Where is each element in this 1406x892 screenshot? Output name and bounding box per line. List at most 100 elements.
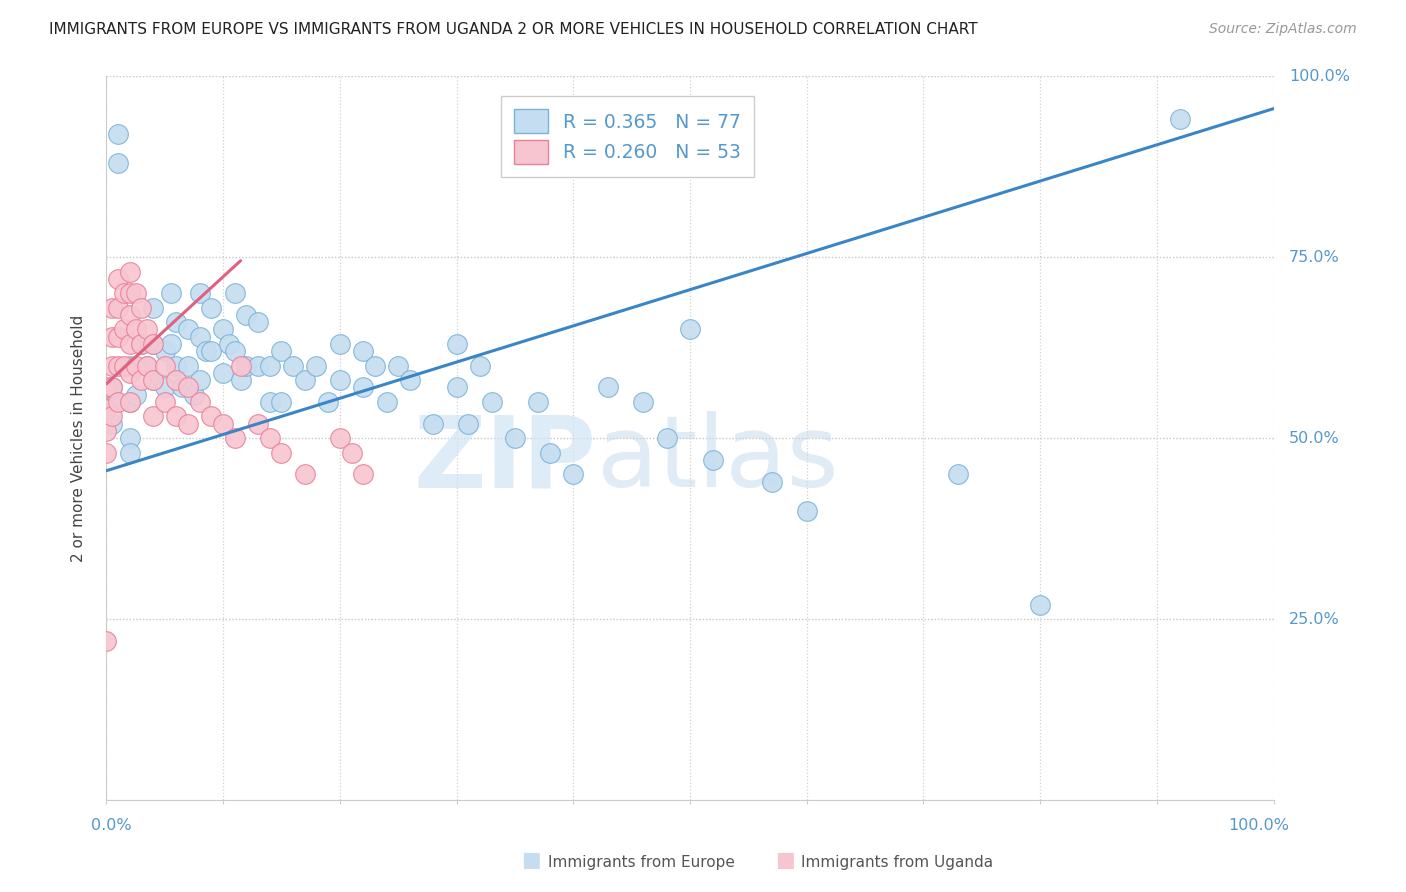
Point <box>562 467 585 482</box>
Point <box>224 344 246 359</box>
Point <box>270 445 292 459</box>
Text: 50.0%: 50.0% <box>1289 431 1340 446</box>
Point <box>259 395 281 409</box>
Point <box>96 445 118 459</box>
Point <box>131 373 153 387</box>
Point <box>188 330 211 344</box>
Point <box>316 395 339 409</box>
Point <box>212 366 235 380</box>
Point <box>112 359 135 373</box>
Point <box>118 337 141 351</box>
Point <box>224 286 246 301</box>
Point <box>399 373 422 387</box>
Point <box>101 380 124 394</box>
Point <box>96 634 118 648</box>
Point <box>159 337 181 351</box>
Point <box>229 373 252 387</box>
Point <box>142 373 165 387</box>
Point <box>101 330 124 344</box>
Point <box>655 431 678 445</box>
Point <box>247 417 270 431</box>
Text: 0.0%: 0.0% <box>91 818 132 833</box>
Text: Immigrants from Uganda: Immigrants from Uganda <box>801 855 994 870</box>
Point <box>200 344 222 359</box>
Point <box>131 337 153 351</box>
Point <box>107 272 129 286</box>
Point <box>172 380 194 394</box>
Point <box>1168 112 1191 127</box>
Point <box>235 308 257 322</box>
Point <box>270 395 292 409</box>
Point <box>142 409 165 424</box>
Point <box>124 322 146 336</box>
Point <box>153 380 176 394</box>
Text: ■: ■ <box>775 850 794 870</box>
Point <box>142 337 165 351</box>
Point <box>503 431 526 445</box>
Point <box>200 301 222 315</box>
Point <box>340 445 363 459</box>
Point <box>183 387 205 401</box>
Point <box>118 395 141 409</box>
Point <box>107 127 129 141</box>
Point <box>352 467 374 482</box>
Point <box>387 359 409 373</box>
Y-axis label: 2 or more Vehicles in Household: 2 or more Vehicles in Household <box>72 315 86 562</box>
Point <box>212 322 235 336</box>
Point <box>124 286 146 301</box>
Point <box>118 359 141 373</box>
Point <box>101 417 124 431</box>
Text: atlas: atlas <box>596 411 838 508</box>
Point <box>101 409 124 424</box>
Point <box>165 315 187 329</box>
Point <box>153 359 176 373</box>
Point <box>188 395 211 409</box>
Point <box>142 337 165 351</box>
Point <box>247 359 270 373</box>
Point <box>118 308 141 322</box>
Point <box>142 301 165 315</box>
Point <box>101 301 124 315</box>
Point <box>96 424 118 438</box>
Point <box>446 380 468 394</box>
Point <box>136 359 159 373</box>
Point <box>107 156 129 170</box>
Point <box>270 344 292 359</box>
Text: IMMIGRANTS FROM EUROPE VS IMMIGRANTS FROM UGANDA 2 OR MORE VEHICLES IN HOUSEHOLD: IMMIGRANTS FROM EUROPE VS IMMIGRANTS FRO… <box>49 22 977 37</box>
Point <box>153 344 176 359</box>
Point <box>329 431 352 445</box>
Point <box>131 301 153 315</box>
Point <box>527 395 550 409</box>
Point <box>124 387 146 401</box>
Point <box>107 395 129 409</box>
Point <box>118 286 141 301</box>
Point <box>188 373 211 387</box>
Point <box>259 359 281 373</box>
Point <box>165 373 187 387</box>
Point <box>101 380 124 394</box>
Text: ■: ■ <box>522 850 541 870</box>
Point <box>118 366 141 380</box>
Text: Immigrants from Europe: Immigrants from Europe <box>548 855 735 870</box>
Point <box>177 417 200 431</box>
Point <box>352 380 374 394</box>
Point <box>761 475 783 489</box>
Point <box>107 301 129 315</box>
Point <box>104 395 127 409</box>
Point <box>136 359 159 373</box>
Point <box>112 286 135 301</box>
Point <box>131 337 153 351</box>
Point <box>259 431 281 445</box>
Point <box>200 409 222 424</box>
Point <box>294 467 316 482</box>
Point <box>96 380 118 394</box>
Point <box>118 395 141 409</box>
Text: ZIP: ZIP <box>413 411 596 508</box>
Point <box>229 359 252 373</box>
Point <box>136 322 159 336</box>
Point <box>948 467 970 482</box>
Point <box>235 359 257 373</box>
Point <box>177 322 200 336</box>
Legend: R = 0.365   N = 77, R = 0.260   N = 53: R = 0.365 N = 77, R = 0.260 N = 53 <box>501 96 754 178</box>
Point <box>468 359 491 373</box>
